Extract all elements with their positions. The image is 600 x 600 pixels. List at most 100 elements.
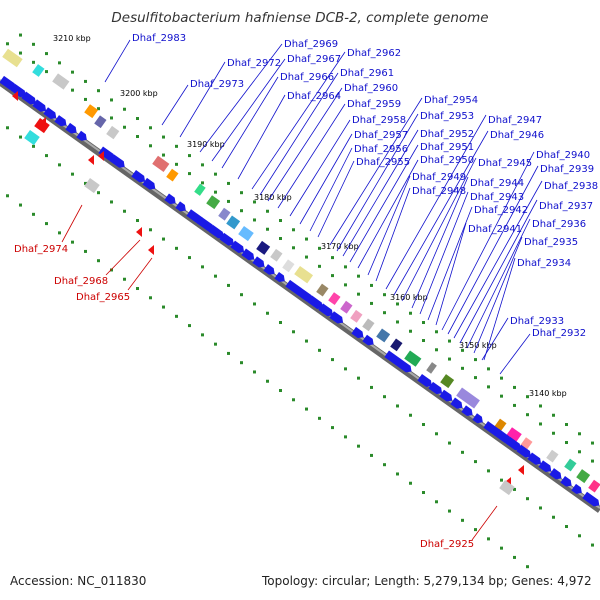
gene-box[interactable] (294, 265, 314, 284)
gene-label[interactable]: Dhaf_2961 (340, 68, 394, 79)
forward-gene-arrow[interactable] (10, 83, 28, 100)
gene-label[interactable]: Dhaf_2936 (532, 219, 586, 230)
forward-gene-arrow[interactable] (351, 326, 365, 340)
forward-gene-arrow[interactable] (197, 217, 215, 233)
forward-gene-arrow[interactable] (252, 256, 266, 269)
gene-label[interactable]: Dhaf_2955 (356, 157, 410, 168)
gene-box[interactable] (328, 292, 341, 306)
gene-label[interactable]: Dhaf_2946 (490, 130, 544, 141)
forward-gene-arrow[interactable] (109, 154, 127, 170)
gene-box[interactable] (426, 362, 437, 374)
forward-gene-arrow[interactable] (131, 170, 147, 185)
gene-label[interactable]: Dhaf_2935 (524, 237, 578, 248)
gene-label[interactable]: Dhaf_2965 (76, 292, 130, 303)
gene-label[interactable]: Dhaf_2934 (517, 258, 571, 269)
forward-gene-arrow[interactable] (0, 75, 18, 92)
forward-gene-arrow[interactable] (560, 476, 574, 489)
gene-label[interactable]: Dhaf_2953 (420, 111, 474, 122)
gene-label[interactable]: Dhaf_2947 (488, 115, 542, 126)
gene-label[interactable]: Dhaf_2941 (468, 224, 522, 235)
forward-gene-arrow[interactable] (142, 177, 157, 192)
gene-box[interactable] (152, 155, 170, 172)
gene-label[interactable]: Dhaf_2943 (470, 192, 524, 203)
gene-box[interactable] (166, 168, 179, 182)
gene-box[interactable] (456, 387, 480, 409)
forward-gene-arrow[interactable] (450, 397, 464, 411)
gene-box[interactable] (576, 469, 591, 484)
reverse-gene-arrow[interactable] (12, 91, 18, 101)
gene-box[interactable] (226, 215, 241, 230)
gene-box[interactable] (256, 240, 271, 255)
forward-gene-arrow[interactable] (318, 303, 335, 318)
forward-gene-arrow[interactable] (76, 130, 89, 143)
forward-gene-arrow[interactable] (164, 193, 178, 207)
gene-box[interactable] (390, 338, 403, 352)
gene-box[interactable] (564, 458, 577, 472)
gene-label[interactable]: Dhaf_2960 (344, 83, 398, 94)
forward-gene-arrow[interactable] (538, 460, 553, 474)
forward-gene-arrow[interactable] (208, 224, 226, 241)
gene-label[interactable]: Dhaf_2951 (420, 142, 474, 153)
forward-gene-arrow[interactable] (483, 421, 502, 438)
reverse-gene-arrow[interactable] (98, 151, 104, 161)
forward-gene-arrow[interactable] (219, 232, 236, 248)
forward-gene-arrow[interactable] (21, 91, 38, 107)
forward-gene-arrow[interactable] (505, 436, 523, 453)
forward-gene-arrow[interactable] (395, 358, 413, 374)
forward-gene-arrow[interactable] (428, 381, 444, 397)
gene-label[interactable]: Dhaf_2937 (539, 201, 593, 212)
gene-label[interactable]: Dhaf_2944 (470, 178, 524, 189)
gene-label[interactable]: Dhaf_2983 (132, 33, 186, 44)
gene-box[interactable] (340, 300, 353, 314)
gene-label[interactable]: Dhaf_2932 (532, 328, 586, 339)
gene-label[interactable]: Dhaf_2964 (287, 91, 341, 102)
gene-box[interactable] (362, 318, 375, 332)
gene-label[interactable]: Dhaf_2958 (352, 115, 406, 126)
forward-gene-arrow[interactable] (439, 389, 454, 404)
gene-box[interactable] (350, 309, 363, 323)
gene-label[interactable]: Dhaf_2938 (544, 181, 598, 192)
forward-gene-arrow[interactable] (582, 491, 600, 509)
gene-label[interactable]: Dhaf_2933 (510, 316, 564, 327)
gene-box[interactable] (440, 374, 455, 389)
gene-box[interactable] (316, 283, 329, 297)
gene-box[interactable] (506, 427, 522, 443)
forward-gene-arrow[interactable] (241, 248, 256, 262)
gene-label[interactable]: Dhaf_2939 (540, 164, 594, 175)
forward-gene-arrow[interactable] (230, 240, 246, 256)
reverse-gene-arrow[interactable] (518, 465, 524, 475)
forward-gene-arrow[interactable] (32, 99, 48, 114)
gene-box[interactable] (84, 104, 99, 119)
gene-label[interactable]: Dhaf_2950 (420, 155, 474, 166)
reverse-gene-arrow[interactable] (136, 227, 142, 237)
gene-label[interactable]: Dhaf_2949 (412, 172, 466, 183)
forward-gene-arrow[interactable] (98, 146, 116, 162)
gene-label[interactable]: Dhaf_2962 (347, 48, 401, 59)
forward-gene-arrow[interactable] (461, 405, 475, 418)
forward-gene-arrow[interactable] (417, 374, 434, 389)
forward-gene-arrow[interactable] (549, 468, 563, 481)
gene-label[interactable]: Dhaf_2957 (354, 130, 408, 141)
gene-box[interactable] (106, 125, 120, 140)
gene-box[interactable] (194, 183, 206, 196)
gene-label[interactable]: Dhaf_2940 (536, 150, 590, 161)
forward-gene-arrow[interactable] (472, 413, 485, 425)
forward-gene-arrow[interactable] (296, 287, 314, 304)
gene-label[interactable]: Dhaf_2966 (280, 72, 334, 83)
gene-box[interactable] (32, 64, 45, 77)
forward-gene-arrow[interactable] (263, 264, 277, 277)
gene-label[interactable]: Dhaf_2952 (420, 129, 474, 140)
reverse-gene-box[interactable] (24, 129, 40, 146)
gene-label[interactable]: Dhaf_2974 (14, 244, 68, 255)
gene-box[interactable] (376, 328, 391, 343)
gene-box[interactable] (218, 207, 231, 221)
gene-label[interactable]: Dhaf_2967 (287, 54, 341, 65)
forward-gene-arrow[interactable] (285, 279, 304, 297)
gene-label[interactable]: Dhaf_2969 (284, 39, 338, 50)
forward-gene-arrow[interactable] (65, 122, 79, 136)
forward-gene-arrow[interactable] (527, 452, 543, 467)
forward-gene-arrow[interactable] (362, 334, 376, 348)
forward-gene-arrow[interactable] (307, 295, 325, 312)
gene-box[interactable] (404, 350, 422, 367)
reverse-gene-arrow[interactable] (88, 155, 94, 165)
